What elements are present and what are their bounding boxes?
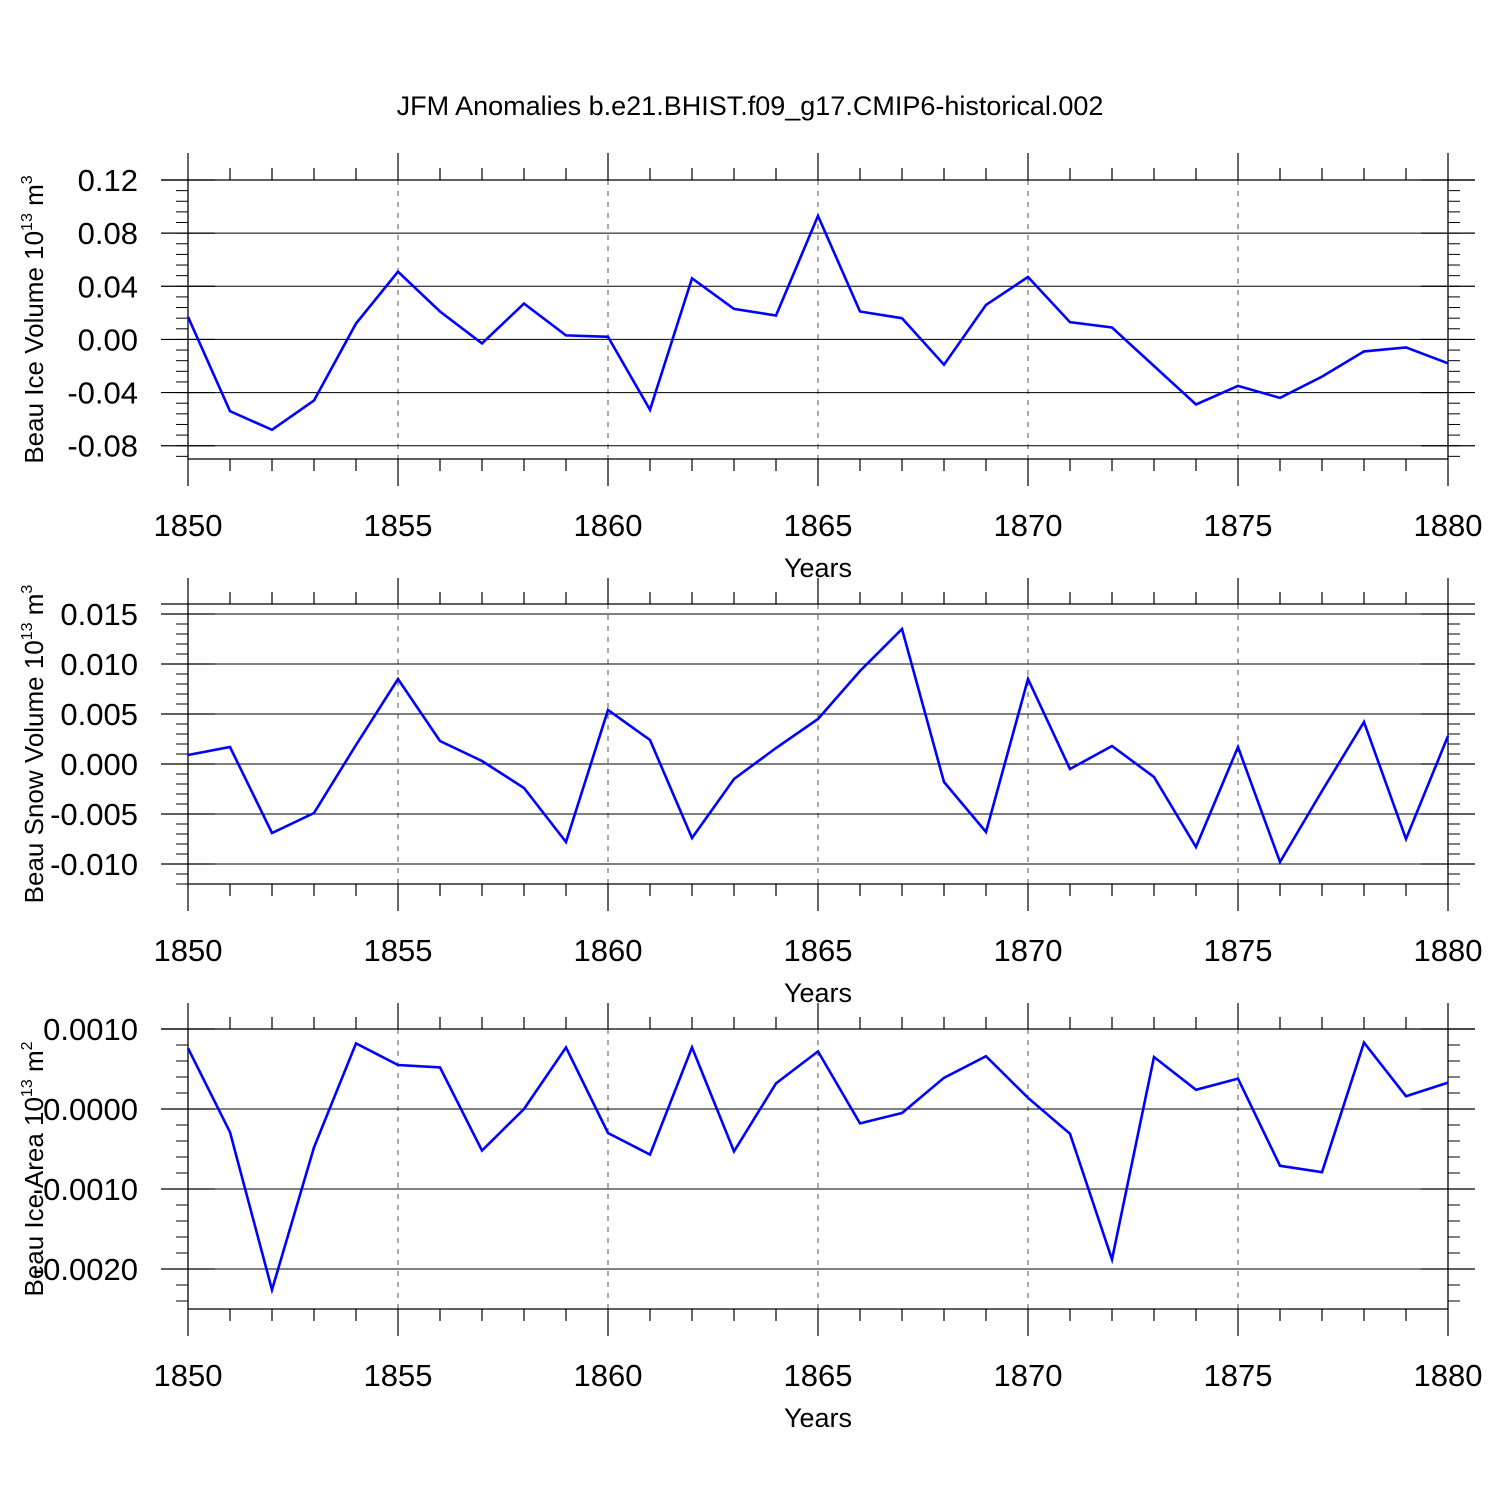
x-tick-label: 1865: [784, 933, 853, 968]
x-tick-label: 1855: [364, 933, 433, 968]
x-tick-label: 1865: [784, 508, 853, 543]
y-tick-label: 0.0010: [43, 1012, 138, 1047]
y-tick-label: 0.04: [78, 269, 138, 304]
figure-title: JFM Anomalies b.e21.BHIST.f09_g17.CMIP6-…: [397, 91, 1104, 121]
y-tick-label: 0.000: [60, 747, 138, 782]
x-axis-label: Years: [784, 1403, 852, 1433]
x-tick-label: 1855: [364, 1358, 433, 1393]
x-tick-label: 1870: [994, 1358, 1063, 1393]
x-tick-label: 1850: [154, 1358, 223, 1393]
x-tick-label: 1875: [1204, 1358, 1273, 1393]
y-tick-label: -0.04: [67, 376, 138, 411]
y-tick-label: 0.015: [60, 597, 138, 632]
panel-3: -0.0020 -0.0010 0.0000 0.0010 1850 1855 1860 18…: [19, 1003, 1482, 1433]
x-tick-label: 1875: [1204, 933, 1273, 968]
y-tick-label: -0.0010: [33, 1172, 138, 1207]
y-tick-label: 0.010: [60, 647, 138, 682]
x-tick-label: 1850: [154, 508, 223, 543]
y-axis-label: Beau Ice Area 1013 m2: [19, 1041, 49, 1296]
y-tick-label: 0.005: [60, 697, 138, 732]
x-tick-label: 1865: [784, 1358, 853, 1393]
x-tick-label: 1870: [994, 933, 1063, 968]
x-tick-label: 1850: [154, 933, 223, 968]
x-tick-label: 1880: [1414, 933, 1483, 968]
y-tick-label: 0.0000: [43, 1092, 138, 1127]
x-tick-label: 1860: [574, 1358, 643, 1393]
panels: -0.08 -0.04 0.00 0.04 0.08 0.12 1850 1855 1860 18…: [19, 153, 1482, 1433]
x-tick-label: 1880: [1414, 508, 1483, 543]
x-tick-label: 1860: [574, 933, 643, 968]
y-tick-label: -0.010: [50, 847, 138, 882]
x-tick-label: 1870: [994, 508, 1063, 543]
x-tick-label: 1860: [574, 508, 643, 543]
y-tick-label: -0.0020: [33, 1252, 138, 1287]
y-tick-label: -0.08: [67, 429, 138, 464]
y-tick-label: 0.08: [78, 216, 138, 251]
y-axis-label: Beau Snow Volume 1013 m3: [19, 585, 49, 904]
y-tick-label: 0.00: [78, 322, 138, 357]
y-tick-label: 0.12: [78, 163, 138, 198]
y-tick-label: -0.005: [50, 797, 138, 832]
panel-2: -0.010 -0.005 0.000 0.005 0.010 0.015 1850 1855…: [19, 578, 1482, 1008]
x-tick-label: 1880: [1414, 1358, 1483, 1393]
panel-1: -0.08 -0.04 0.00 0.04 0.08 0.12 1850 1855 1860 18…: [19, 153, 1482, 583]
x-tick-label: 1875: [1204, 508, 1273, 543]
y-axis-label: Beau Ice Volume 1013 m3: [19, 175, 49, 463]
x-tick-label: 1855: [364, 508, 433, 543]
